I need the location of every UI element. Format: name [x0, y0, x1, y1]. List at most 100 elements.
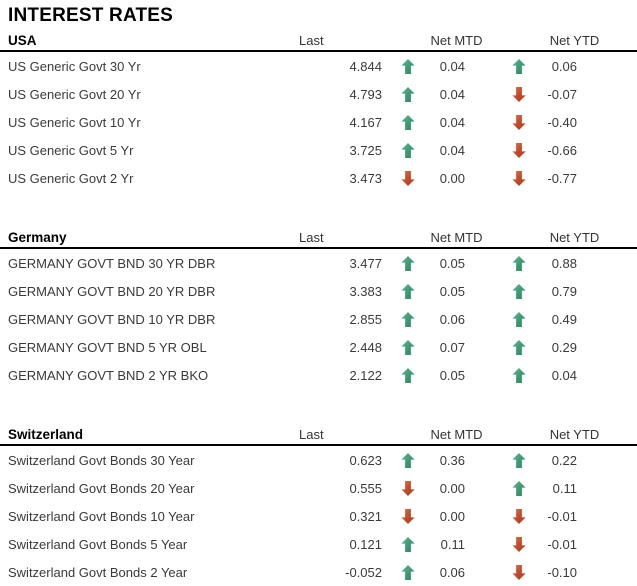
up-arrow-icon — [401, 142, 415, 158]
table-row: Switzerland Govt Bonds 5 Year 0.121 0.11… — [0, 530, 637, 558]
section-title: Switzerland — [8, 426, 84, 442]
table-row: GERMANY GOVT BND 10 YR DBR 2.855 0.06 0.… — [0, 305, 637, 333]
net-mtd-value: 0.06 — [439, 311, 465, 327]
down-arrow-icon — [512, 86, 526, 102]
up-arrow-icon — [401, 114, 415, 130]
page-title: INTEREST RATES — [8, 5, 174, 26]
net-ytd-direction — [512, 142, 526, 158]
security-name: US Generic Govt 20 Yr — [8, 86, 141, 102]
table-row: GERMANY GOVT BND 30 YR DBR 3.477 0.05 0.… — [0, 249, 637, 277]
down-arrow-icon — [512, 114, 526, 130]
column-header-last: Last — [299, 229, 324, 245]
section-title: Germany — [8, 229, 67, 245]
security-name: GERMANY GOVT BND 10 YR DBR — [8, 311, 216, 327]
rates-section: Germany Last Net MTD Net YTD GERMANY GOV… — [0, 227, 637, 389]
net-mtd-direction — [401, 58, 415, 74]
net-mtd-value: 0.04 — [439, 114, 465, 130]
column-header-net-ytd: Net YTD — [549, 229, 600, 245]
section-header-row: Switzerland Last Net MTD Net YTD — [0, 424, 637, 446]
net-ytd-direction — [512, 452, 526, 468]
security-name: US Generic Govt 10 Yr — [8, 114, 141, 130]
last-value: 2.855 — [349, 311, 382, 327]
net-ytd-value: 0.29 — [551, 339, 577, 355]
net-mtd-value: 0.36 — [439, 452, 465, 468]
net-ytd-direction — [512, 86, 526, 102]
net-ytd-direction — [512, 283, 526, 299]
table-row: US Generic Govt 20 Yr 4.793 0.04 -0.07 — [0, 80, 637, 108]
table-row: GERMANY GOVT BND 20 YR DBR 3.383 0.05 0.… — [0, 277, 637, 305]
last-value: 3.725 — [349, 142, 382, 158]
table-row: GERMANY GOVT BND 2 YR BKO 2.122 0.05 0.0… — [0, 361, 637, 389]
column-header-net-mtd: Net MTD — [430, 229, 483, 245]
net-ytd-direction — [512, 480, 526, 496]
up-arrow-icon — [401, 311, 415, 327]
section-title: USA — [8, 32, 37, 48]
net-mtd-direction — [401, 452, 415, 468]
net-ytd-value: -0.66 — [547, 142, 577, 158]
column-header-last: Last — [299, 426, 324, 442]
net-mtd-direction — [401, 142, 415, 158]
up-arrow-icon — [512, 367, 526, 383]
security-name: GERMANY GOVT BND 5 YR OBL — [8, 339, 207, 355]
net-mtd-direction — [401, 367, 415, 383]
down-arrow-icon — [512, 170, 526, 186]
section-rows: US Generic Govt 30 Yr 4.844 0.04 0.06 US… — [0, 52, 637, 192]
net-ytd-value: -0.07 — [547, 86, 577, 102]
down-arrow-icon — [512, 564, 526, 580]
net-mtd-value: 0.05 — [439, 255, 465, 271]
net-ytd-value: -0.01 — [547, 508, 577, 524]
net-ytd-direction — [512, 114, 526, 130]
up-arrow-icon — [401, 452, 415, 468]
table-row: US Generic Govt 5 Yr 3.725 0.04 -0.66 — [0, 136, 637, 164]
up-arrow-icon — [512, 311, 526, 327]
sections-container: USA Last Net MTD Net YTD US Generic Govt… — [0, 30, 637, 586]
rates-section: USA Last Net MTD Net YTD US Generic Govt… — [0, 30, 637, 192]
up-arrow-icon — [401, 283, 415, 299]
up-arrow-icon — [512, 480, 526, 496]
security-name: Switzerland Govt Bonds 30 Year — [8, 452, 195, 468]
up-arrow-icon — [512, 255, 526, 271]
last-value: 2.448 — [349, 339, 382, 355]
table-row: US Generic Govt 2 Yr 3.473 0.00 -0.77 — [0, 164, 637, 192]
net-mtd-direction — [401, 86, 415, 102]
net-mtd-direction — [401, 311, 415, 327]
up-arrow-icon — [401, 339, 415, 355]
net-ytd-value: -0.77 — [547, 170, 577, 186]
net-mtd-value: 0.04 — [439, 142, 465, 158]
table-row: US Generic Govt 10 Yr 4.167 0.04 -0.40 — [0, 108, 637, 136]
security-name: US Generic Govt 2 Yr — [8, 170, 134, 186]
net-ytd-value: 0.06 — [551, 58, 577, 74]
last-value: 0.321 — [349, 508, 382, 524]
rates-section: Switzerland Last Net MTD Net YTD Switzer… — [0, 424, 637, 586]
up-arrow-icon — [512, 339, 526, 355]
net-ytd-direction — [512, 58, 526, 74]
net-mtd-value: 0.04 — [439, 58, 465, 74]
section-rows: GERMANY GOVT BND 30 YR DBR 3.477 0.05 0.… — [0, 249, 637, 389]
down-arrow-icon — [512, 508, 526, 524]
last-value: 0.555 — [349, 480, 382, 496]
last-value: 3.477 — [349, 255, 382, 271]
up-arrow-icon — [401, 564, 415, 580]
net-ytd-value: 0.49 — [551, 311, 577, 327]
net-mtd-direction — [401, 283, 415, 299]
security-name: GERMANY GOVT BND 20 YR DBR — [8, 283, 216, 299]
net-ytd-value: 0.79 — [551, 283, 577, 299]
net-ytd-value: 0.04 — [551, 367, 577, 383]
down-arrow-icon — [512, 142, 526, 158]
section-header-row: Germany Last Net MTD Net YTD — [0, 227, 637, 249]
table-row: Switzerland Govt Bonds 20 Year 0.555 0.0… — [0, 474, 637, 502]
net-mtd-direction — [401, 508, 415, 524]
last-value: 2.122 — [349, 367, 382, 383]
last-value: -0.052 — [345, 564, 382, 580]
down-arrow-icon — [512, 536, 526, 552]
last-value: 4.844 — [349, 58, 382, 74]
column-header-last: Last — [299, 32, 324, 48]
up-arrow-icon — [401, 536, 415, 552]
net-ytd-direction — [512, 255, 526, 271]
net-ytd-direction — [512, 367, 526, 383]
net-ytd-value: -0.10 — [547, 564, 577, 580]
security-name: US Generic Govt 5 Yr — [8, 142, 134, 158]
down-arrow-icon — [401, 508, 415, 524]
net-mtd-value: 0.00 — [439, 508, 465, 524]
